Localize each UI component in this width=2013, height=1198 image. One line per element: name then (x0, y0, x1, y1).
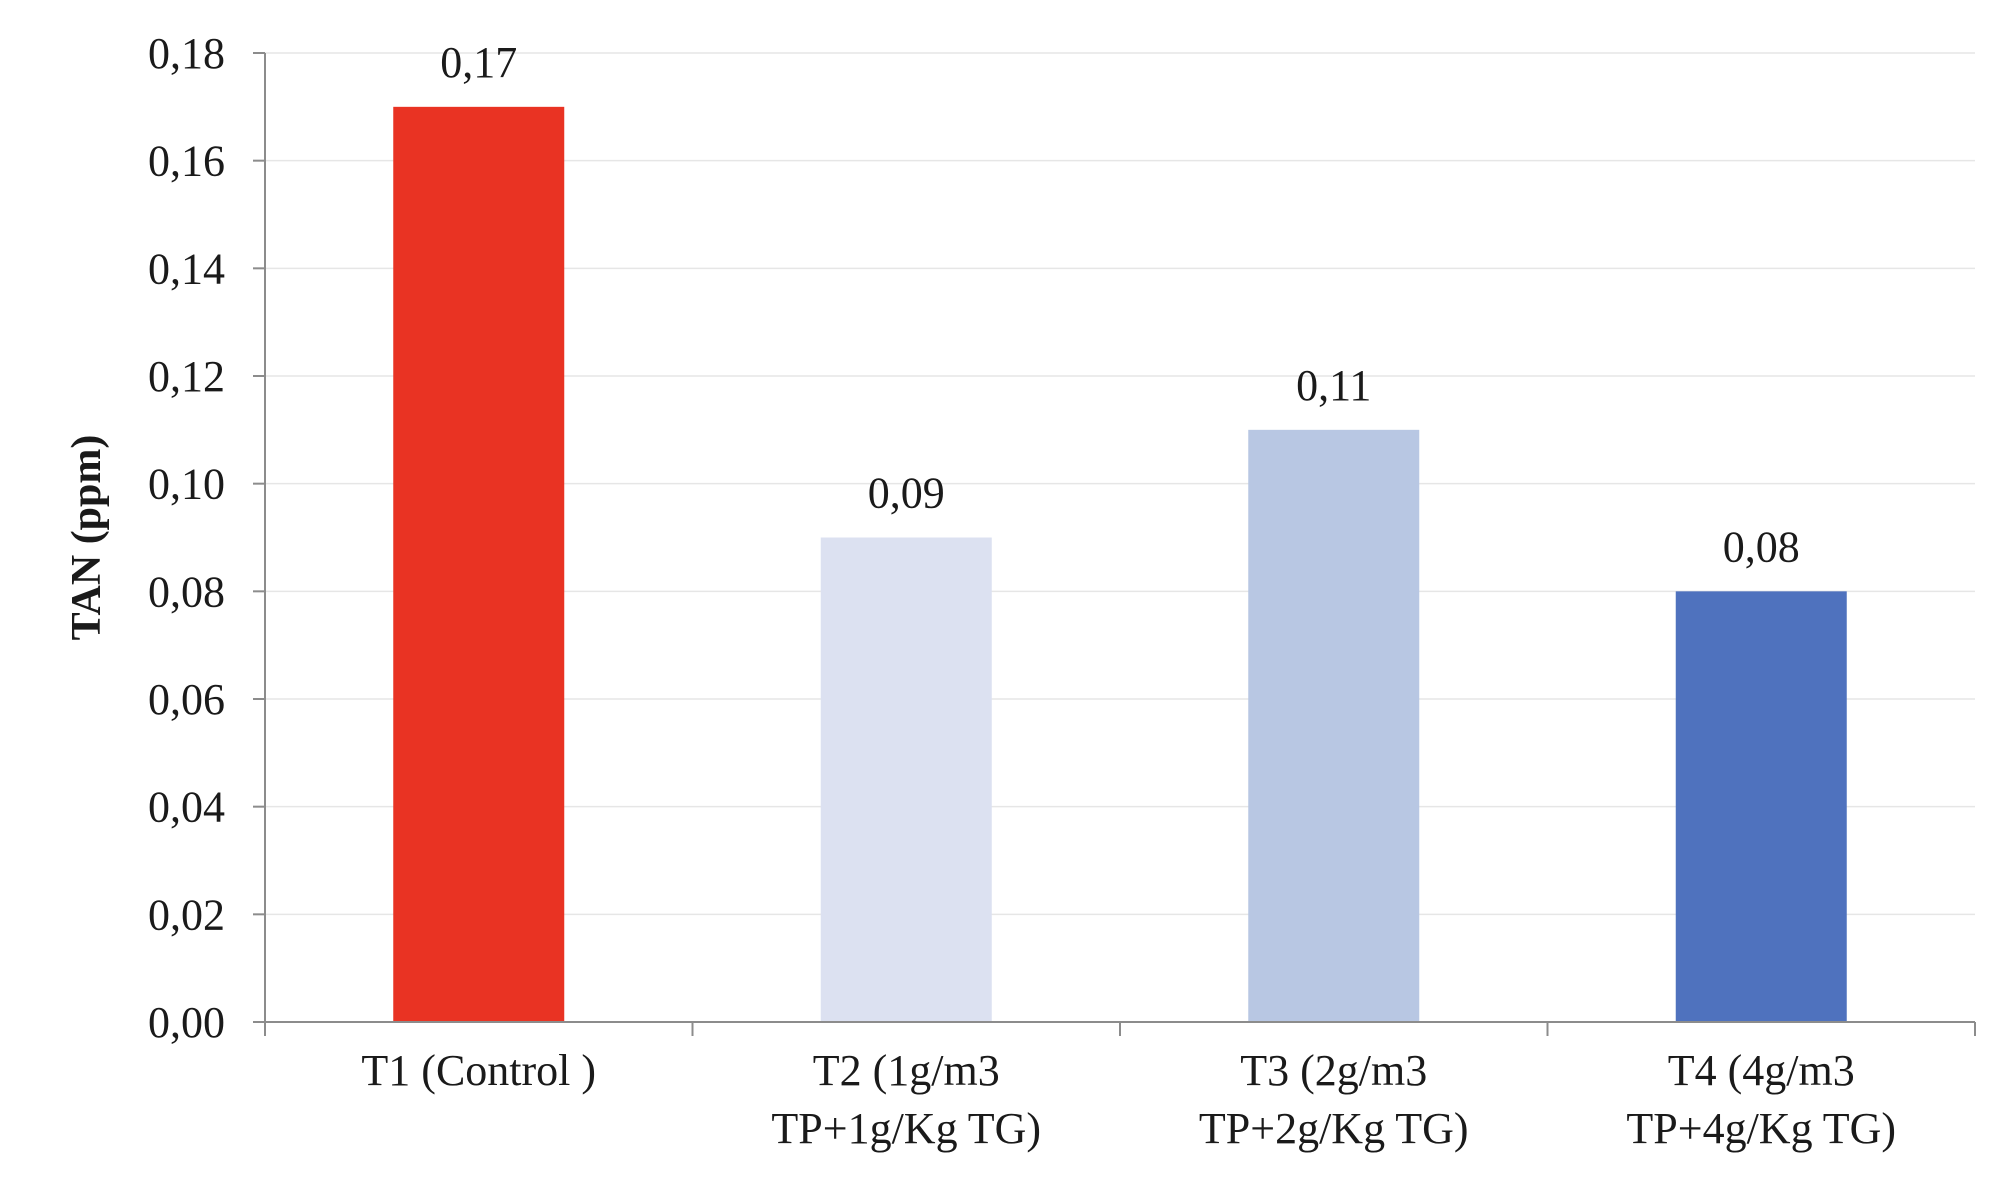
data-label: 0,17 (440, 38, 517, 87)
y-tick-label: 0,18 (148, 29, 225, 78)
y-tick-label: 0,12 (148, 352, 225, 401)
axes (253, 52, 1976, 1036)
y-tick-label: 0,00 (148, 998, 225, 1047)
y-tick-label: 0,02 (148, 890, 225, 939)
x-category-label-line: T1 (Control ) (361, 1046, 596, 1095)
y-tick-label: 0,04 (148, 783, 225, 832)
data-labels: 0,17 0,09 0,11 0,08 (440, 38, 1800, 571)
y-tick-labels: 0,00 0,02 0,04 0,06 0,08 0,10 0,12 0,14 0,16 0,18 (148, 29, 225, 1047)
y-tick-label: 0,14 (148, 244, 225, 293)
data-label: 0,11 (1296, 361, 1371, 410)
bar (1248, 429, 1420, 1022)
x-category-label-line: TP+2g/Kg TG) (1199, 1104, 1469, 1153)
x-category-label-line: TP+1g/Kg TG) (771, 1104, 1041, 1153)
bar (1675, 591, 1847, 1022)
data-label: 0,09 (868, 469, 945, 518)
bar (820, 537, 992, 1022)
x-category-label-line: TP+4g/Kg TG) (1626, 1104, 1896, 1153)
x-category-label: T4 (4g/m3 TP+4g/Kg TG) (1626, 1046, 1896, 1153)
data-label: 0,08 (1723, 522, 1800, 571)
bars (393, 106, 1847, 1023)
x-category-label-line: T2 (1g/m3 (813, 1046, 1000, 1095)
y-tick-label: 0,08 (148, 567, 225, 616)
x-category-label: T3 (2g/m3 TP+2g/Kg TG) (1199, 1046, 1469, 1153)
y-tick-label: 0,10 (148, 460, 225, 509)
y-tick-label: 0,06 (148, 675, 225, 724)
x-category-label: T2 (1g/m3 TP+1g/Kg TG) (771, 1046, 1041, 1153)
y-tick-label: 0,16 (148, 137, 225, 186)
x-category-label-line: T3 (2g/m3 (1240, 1046, 1427, 1095)
x-category-label-line: T4 (4g/m3 (1668, 1046, 1855, 1095)
x-category-label: T1 (Control ) (361, 1046, 596, 1095)
y-axis-title: TAN (ppm) (64, 435, 110, 641)
x-category-labels: T1 (Control ) T2 (1g/m3 TP+1g/Kg TG) T3 (2g… (361, 1046, 1896, 1153)
bar (393, 106, 565, 1023)
